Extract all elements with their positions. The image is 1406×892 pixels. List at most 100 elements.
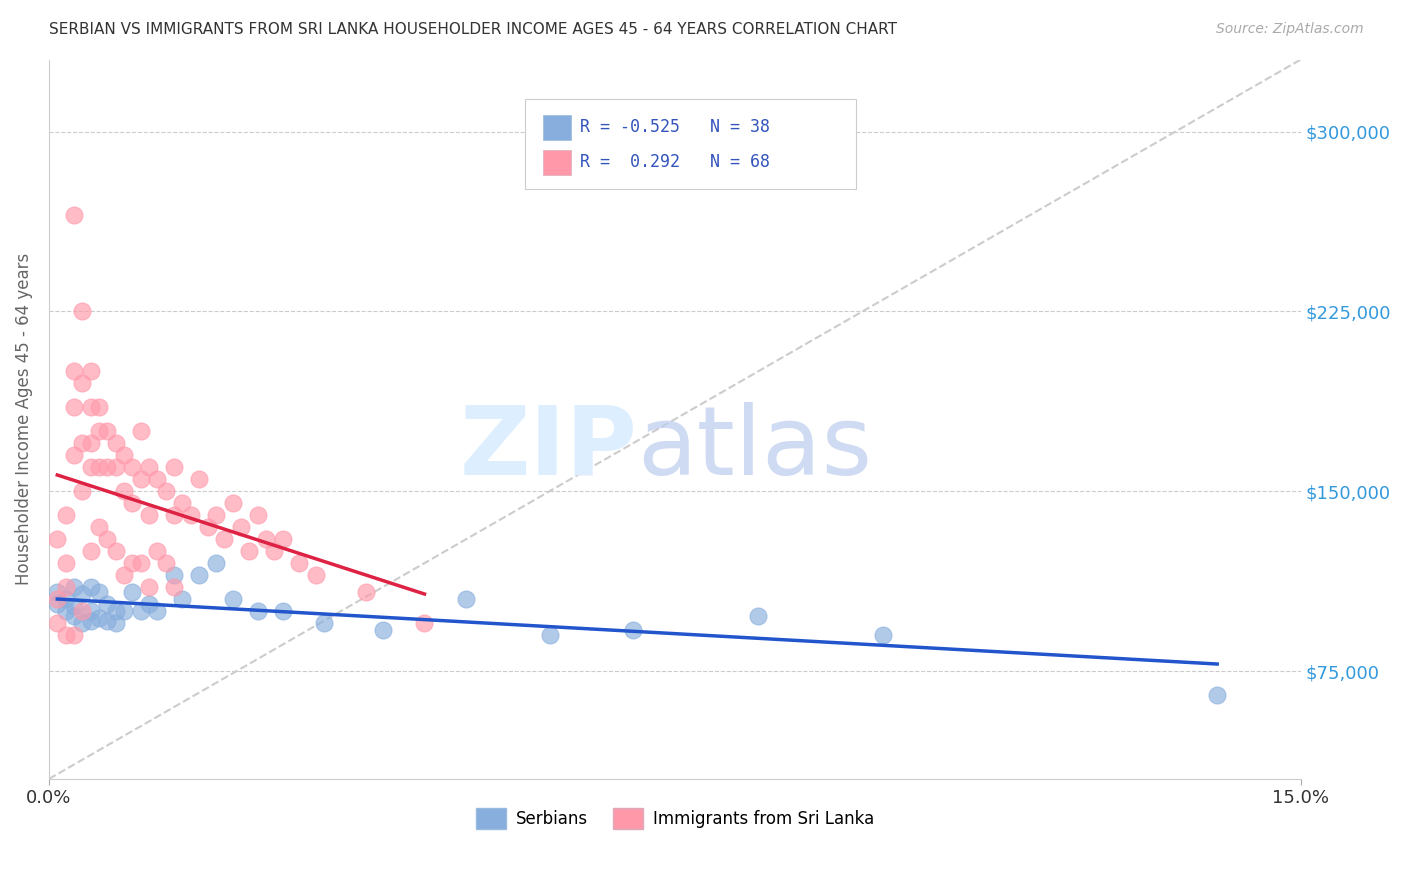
Point <box>80 436 103 450</box>
Y-axis label: Householder Income Ages 45 - 64 years: Householder Income Ages 45 - 64 years <box>15 253 32 585</box>
Point <box>87 585 110 599</box>
Point <box>188 472 211 486</box>
Point <box>229 520 252 534</box>
Point <box>371 624 394 638</box>
Point <box>104 436 127 450</box>
Point <box>63 628 86 642</box>
Point <box>205 508 228 523</box>
Text: R = -0.525   N = 38: R = -0.525 N = 38 <box>579 119 769 136</box>
Point <box>72 604 94 618</box>
Point <box>104 616 127 631</box>
Point <box>96 424 118 438</box>
Point <box>138 460 160 475</box>
Point <box>146 472 169 486</box>
Point <box>212 532 235 546</box>
Point <box>80 401 103 415</box>
Text: ZIP: ZIP <box>460 401 637 494</box>
Point <box>263 544 285 558</box>
Point <box>112 484 135 499</box>
Point <box>72 436 94 450</box>
Point <box>172 592 194 607</box>
Point <box>55 604 77 618</box>
Point <box>221 496 243 510</box>
Point <box>63 364 86 378</box>
Point <box>112 568 135 582</box>
Point <box>146 604 169 618</box>
Point <box>129 556 152 570</box>
Point <box>55 580 77 594</box>
Text: Source: ZipAtlas.com: Source: ZipAtlas.com <box>1216 22 1364 37</box>
Point <box>96 614 118 628</box>
Point <box>129 424 152 438</box>
Point <box>63 580 86 594</box>
Point <box>87 401 110 415</box>
Point <box>121 585 143 599</box>
Point <box>72 616 94 631</box>
Legend: Serbians, Immigrants from Sri Lanka: Serbians, Immigrants from Sri Lanka <box>470 802 880 835</box>
Point <box>104 604 127 618</box>
Point <box>138 508 160 523</box>
Point <box>1206 688 1229 702</box>
FancyBboxPatch shape <box>524 99 856 189</box>
Point <box>129 472 152 486</box>
Point <box>55 592 77 607</box>
Point <box>72 587 94 601</box>
Point <box>87 460 110 475</box>
Text: SERBIAN VS IMMIGRANTS FROM SRI LANKA HOUSEHOLDER INCOME AGES 45 - 64 YEARS CORRE: SERBIAN VS IMMIGRANTS FROM SRI LANKA HOU… <box>49 22 897 37</box>
Point <box>872 628 894 642</box>
Point <box>155 484 177 499</box>
Point <box>46 597 69 611</box>
Point <box>80 614 103 628</box>
Point <box>55 556 77 570</box>
Point <box>163 580 186 594</box>
Point <box>138 597 160 611</box>
Point <box>413 616 436 631</box>
Point <box>172 496 194 510</box>
Point <box>271 532 294 546</box>
Point <box>288 556 311 570</box>
Point <box>72 484 94 499</box>
Point <box>46 592 69 607</box>
Point <box>163 460 186 475</box>
Point <box>271 604 294 618</box>
Point <box>121 556 143 570</box>
Text: atlas: atlas <box>637 401 872 494</box>
Point <box>246 508 269 523</box>
Point <box>104 460 127 475</box>
Point <box>46 616 69 631</box>
Point <box>46 585 69 599</box>
Point <box>305 568 328 582</box>
Point <box>121 460 143 475</box>
Point <box>80 460 103 475</box>
Point <box>96 597 118 611</box>
Point <box>163 508 186 523</box>
Point <box>163 568 186 582</box>
Point <box>188 568 211 582</box>
Point <box>80 544 103 558</box>
Point <box>238 544 260 558</box>
Text: R =  0.292   N = 68: R = 0.292 N = 68 <box>579 153 769 171</box>
Point <box>138 580 160 594</box>
Point <box>80 364 103 378</box>
Point <box>63 209 86 223</box>
Point <box>254 532 277 546</box>
Point <box>112 604 135 618</box>
Point <box>72 376 94 391</box>
Point <box>538 628 561 642</box>
Point <box>72 304 94 318</box>
Point <box>63 401 86 415</box>
Point <box>87 611 110 625</box>
Point <box>112 448 135 462</box>
Point <box>87 424 110 438</box>
Point <box>80 580 103 594</box>
Point <box>246 604 269 618</box>
Point <box>197 520 219 534</box>
Point <box>221 592 243 607</box>
FancyBboxPatch shape <box>543 115 571 140</box>
Point <box>205 556 228 570</box>
Point <box>129 604 152 618</box>
Point <box>180 508 202 523</box>
Point <box>155 556 177 570</box>
Point <box>55 628 77 642</box>
Point <box>621 624 644 638</box>
